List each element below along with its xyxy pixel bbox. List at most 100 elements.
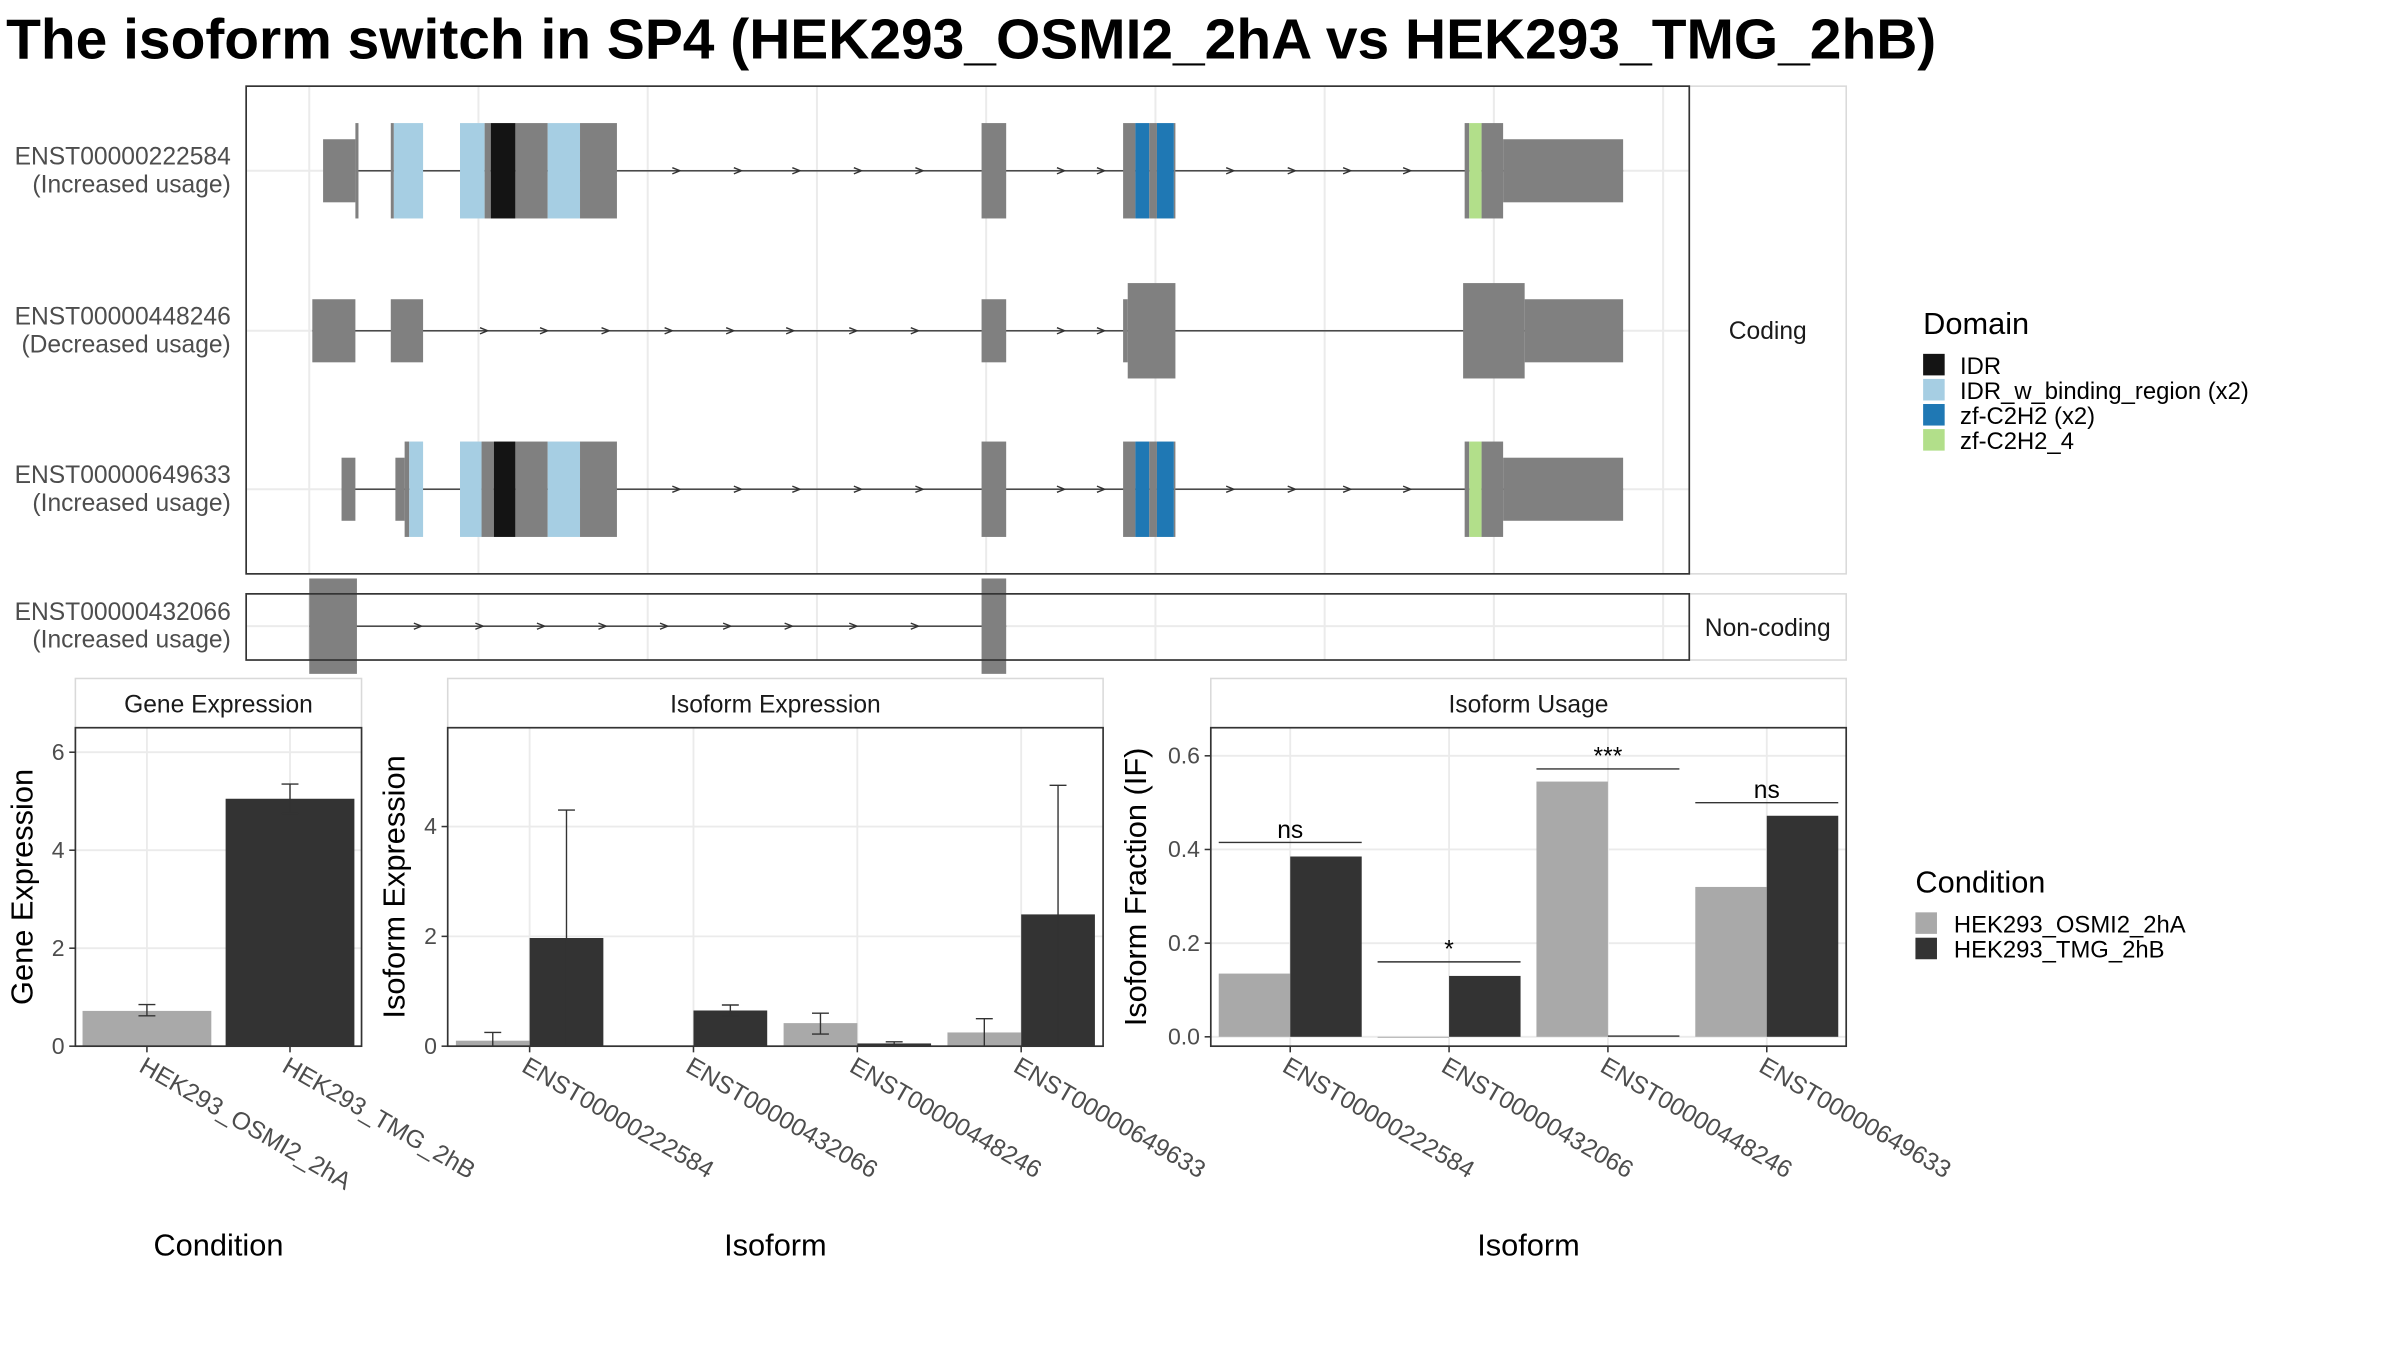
exon-block (481, 441, 494, 537)
exon-block (1503, 457, 1624, 521)
structure-panel-border (245, 593, 1691, 661)
intron-direction-arrow (910, 622, 921, 630)
domain-block (547, 441, 581, 537)
exon-block (404, 441, 410, 537)
transcript-id-label: ENST00000649633 (15, 462, 231, 489)
domain-legend-swatch (1923, 378, 1945, 401)
panel-border (446, 726, 1104, 1048)
condition-legend-swatch (1915, 912, 1937, 934)
intron-direction-arrow (784, 622, 795, 630)
intron-direction-arrow (1342, 167, 1353, 175)
domain-block (1469, 123, 1482, 219)
exon-block (1149, 441, 1157, 537)
intron-direction-arrow (853, 167, 864, 175)
transcript-usage-label: (Increased usage) (32, 171, 230, 198)
exon-block (1464, 123, 1470, 219)
intron-direction-arrow (1096, 485, 1107, 493)
exon-block (515, 123, 548, 219)
y-tick-label: 0.4 (1168, 836, 1200, 862)
facet-strip (74, 677, 363, 729)
domain-legend-title: Domain (1923, 306, 2029, 341)
exon-block (1463, 283, 1525, 379)
facet-strip (446, 677, 1104, 729)
significance-label: * (1444, 936, 1454, 963)
structure-strip (1688, 85, 1847, 575)
domain-block (493, 441, 516, 537)
intron-direction-arrow (1225, 485, 1236, 493)
intron-direction-arrow (792, 485, 802, 493)
intron-direction-arrow (1056, 327, 1067, 335)
exon-block (390, 299, 424, 363)
exon-block (390, 123, 394, 219)
domain-legend-label: zf-C2H2 (x2) (1960, 403, 2095, 430)
domain-legend-swatch (1923, 429, 1945, 451)
intron-direction-arrow (601, 327, 612, 335)
panel-border (1209, 726, 1848, 1048)
intron-direction-arrow (1402, 485, 1413, 493)
condition-legend-title: Condition (1915, 864, 2045, 899)
exon-block (1481, 123, 1504, 219)
condition-legend-label: HEK293_TMG_2hB (1954, 937, 2165, 964)
intron-direction-arrow (475, 622, 485, 630)
transcript-id-label: ENST00000222584 (15, 144, 231, 171)
exon-block (515, 441, 548, 537)
domain-block (1156, 123, 1174, 219)
exon-block (981, 123, 1007, 219)
exon-block (981, 441, 1007, 537)
domain-block (460, 123, 485, 219)
exon-block (1481, 441, 1504, 537)
intron-direction-arrow (733, 167, 744, 175)
intron-direction-arrow (1056, 485, 1067, 493)
intron-direction-arrow (1342, 485, 1353, 493)
domain-block (409, 441, 424, 537)
intron-direction-arrow (536, 622, 547, 630)
intron-direction-arrow (1287, 167, 1298, 175)
intron-direction-arrow (785, 327, 796, 335)
exon-block (1173, 123, 1176, 219)
exon-block (484, 123, 491, 219)
data-bar (1766, 815, 1839, 1037)
exon-block (981, 299, 1007, 363)
domain-legend-label: IDR (1960, 353, 2001, 380)
transcript-id-label: ENST00000432066 (15, 599, 231, 626)
domain-block (1156, 441, 1174, 537)
exon-block (355, 123, 359, 219)
significance-label: ns (1277, 817, 1303, 844)
y-tick-label: 0 (424, 1033, 437, 1059)
condition-legend-swatch (1915, 937, 1937, 960)
data-bar (225, 798, 355, 1047)
panel-border (74, 726, 363, 1048)
intron-direction-arrow (1096, 167, 1107, 175)
x-axis-title: Isoform (724, 1227, 827, 1262)
y-tick-label: 0 (52, 1033, 65, 1059)
y-tick-label: 0.6 (1168, 743, 1200, 769)
intron-direction-arrow (672, 485, 682, 493)
exon-block (1123, 123, 1136, 219)
facet-strip (1210, 677, 1847, 729)
condition-legend-label: HEK293_OSMI2_2hA (1954, 911, 2186, 938)
data-bar (1536, 781, 1608, 1037)
intron-direction-arrow (598, 622, 609, 630)
y-tick-label: 2 (52, 935, 65, 961)
exon-block (323, 139, 356, 203)
intron-direction-arrow (1402, 167, 1413, 175)
domain-block (460, 441, 482, 537)
exon-block (1464, 441, 1470, 537)
structure-strip (1688, 593, 1847, 661)
exon-block (395, 457, 405, 521)
facet-strip-title: Isoform Expression (670, 691, 881, 718)
y-tick-label: 4 (52, 837, 65, 863)
data-bar (1695, 886, 1767, 1037)
intron-direction-arrow (1225, 167, 1236, 175)
structure-panel-border (245, 85, 1691, 575)
coding-strip-label: Coding (1729, 318, 1807, 345)
y-tick-label: 0.0 (1168, 1024, 1200, 1050)
transcript-usage-label: (Increased usage) (32, 490, 230, 517)
exon-block (1123, 299, 1128, 363)
intron-direction-arrow (1096, 327, 1107, 335)
data-bar (1607, 1035, 1680, 1037)
intron-direction-arrow (910, 327, 921, 335)
data-bar (82, 1010, 212, 1047)
y-axis-title: Gene Expression (4, 769, 39, 1005)
data-bar (1290, 856, 1362, 1037)
